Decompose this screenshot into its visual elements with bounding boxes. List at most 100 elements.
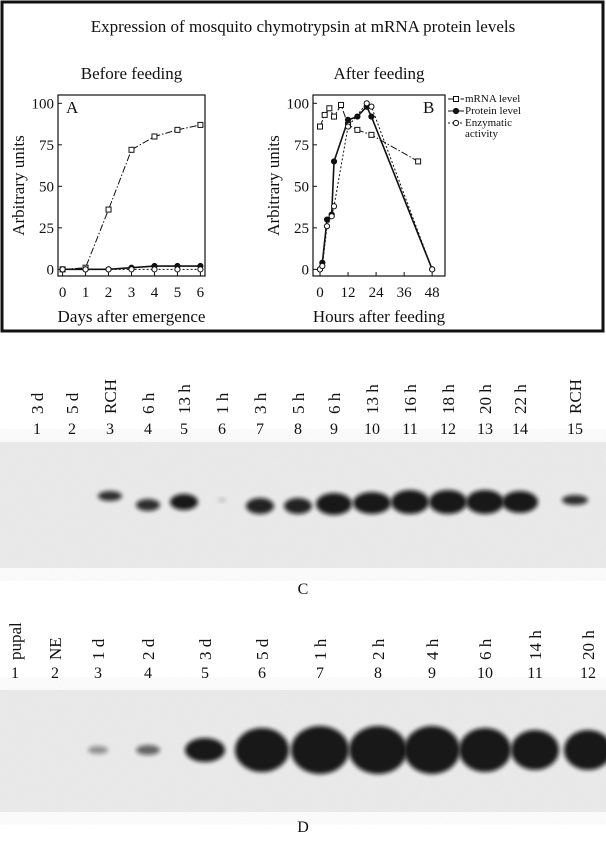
blot-band <box>98 491 122 501</box>
marker <box>368 131 375 138</box>
y-tick-label: 50 <box>39 179 54 195</box>
lane-label: 1 d <box>89 638 108 660</box>
blot-band <box>235 728 289 772</box>
marker <box>363 100 370 107</box>
lane-label: 18 h <box>439 384 458 414</box>
marker <box>151 133 158 140</box>
panel-subtitle: After feeding <box>333 64 425 83</box>
lane-label: 16 h <box>401 384 420 414</box>
lane-number: 8 <box>294 421 302 438</box>
marker <box>174 126 181 133</box>
x-tick-label: 6 <box>197 285 205 301</box>
lane-number: 5 <box>180 421 188 438</box>
lane-label: 6 h <box>139 392 158 414</box>
plot-frame <box>312 94 446 277</box>
lane-label: 22 h <box>511 384 530 414</box>
blot-band <box>466 490 504 514</box>
lane-label: 20 h <box>476 384 495 414</box>
blot-band <box>185 738 225 762</box>
lane-label: 4 h <box>423 638 442 660</box>
blot-band <box>316 493 352 515</box>
legend-label: Protein level <box>465 105 521 117</box>
lane-label: 6 h <box>325 392 344 414</box>
lane-label: 1 h <box>213 392 232 414</box>
y-axis-title: Arbitrary units <box>9 135 28 236</box>
marker <box>128 266 135 273</box>
lane-number: 10 <box>477 665 493 682</box>
x-tick-label: 1 <box>82 285 90 301</box>
legend-label: Enzymatic activity <box>465 117 513 140</box>
y-tick-label: 50 <box>294 179 309 195</box>
lane-label: 3 d <box>28 392 47 414</box>
x-tick-label: 5 <box>174 285 182 301</box>
blot-band <box>136 499 160 511</box>
marker <box>319 262 326 270</box>
lane-number: 2 <box>51 665 59 682</box>
blot-band <box>564 730 606 770</box>
lane-label: 14 h <box>526 630 545 660</box>
marker <box>317 123 324 130</box>
blot-band <box>353 492 391 514</box>
lane-label: 3 h <box>251 392 270 414</box>
marker <box>321 111 328 118</box>
lane-number: 8 <box>374 665 382 682</box>
lane-label: 20 h <box>579 630 598 660</box>
lane-number: 9 <box>330 421 338 438</box>
marker <box>331 113 338 120</box>
legend-entry: Enzymatic activity <box>447 118 557 140</box>
marker <box>82 266 89 273</box>
legend-swatch <box>448 119 464 127</box>
lane-label: 13 h <box>363 384 382 414</box>
marker <box>197 121 204 128</box>
lane-number: 13 <box>477 421 493 438</box>
legend-entry: Protein level <box>447 106 557 117</box>
marker <box>105 266 112 273</box>
marker <box>354 126 361 133</box>
lane-number: 11 <box>527 665 542 682</box>
marker <box>197 266 204 273</box>
panel-letter: B <box>423 98 434 117</box>
lane-label: 3 d <box>196 638 215 660</box>
marker <box>328 213 335 220</box>
y-tick-label: 100 <box>287 96 310 112</box>
y-tick-label: 25 <box>39 221 54 237</box>
marker <box>453 96 459 102</box>
x-tick-label: 4 <box>151 285 159 301</box>
marker <box>174 266 181 273</box>
series-line <box>319 105 433 270</box>
blot-band <box>291 726 349 774</box>
marker <box>323 216 331 223</box>
lane-number: 3 <box>106 421 114 438</box>
marker <box>128 146 135 153</box>
marker <box>368 113 375 120</box>
lane-label: 2 h <box>369 638 388 660</box>
marker <box>354 113 361 120</box>
y-tick-label: 100 <box>32 96 55 112</box>
lane-number: 4 <box>144 421 152 438</box>
x-tick-label: 3 <box>128 285 136 301</box>
y-tick-label: 75 <box>294 138 309 154</box>
marker <box>452 119 460 127</box>
x-tick-label: 0 <box>316 285 324 301</box>
lane-number: 15 <box>567 421 583 438</box>
legend: mRNA level Protein level Enzymatic activit… <box>447 94 557 141</box>
marker <box>368 103 375 110</box>
lane-label: 6 h <box>476 638 495 660</box>
marker <box>323 223 331 230</box>
blot-band <box>284 498 312 514</box>
panel-subtitle: Before feeding <box>81 64 183 83</box>
lane-number: 1 <box>11 665 19 682</box>
blot-band <box>136 745 160 755</box>
lane-number: 12 <box>580 665 596 682</box>
blot-band <box>404 726 460 774</box>
x-tick-label: 0 <box>59 285 67 301</box>
y-tick-label: 25 <box>294 221 309 237</box>
blot-letter: D <box>297 819 309 836</box>
blot-letter: C <box>298 581 309 598</box>
lane-label: 5 d <box>253 638 272 660</box>
y-axis-title: Arbitrary units <box>264 135 283 236</box>
blot-band <box>429 490 467 514</box>
lane-number: 4 <box>144 665 152 682</box>
lane-number: 5 <box>201 665 209 682</box>
lane-label: pupal <box>6 622 25 660</box>
